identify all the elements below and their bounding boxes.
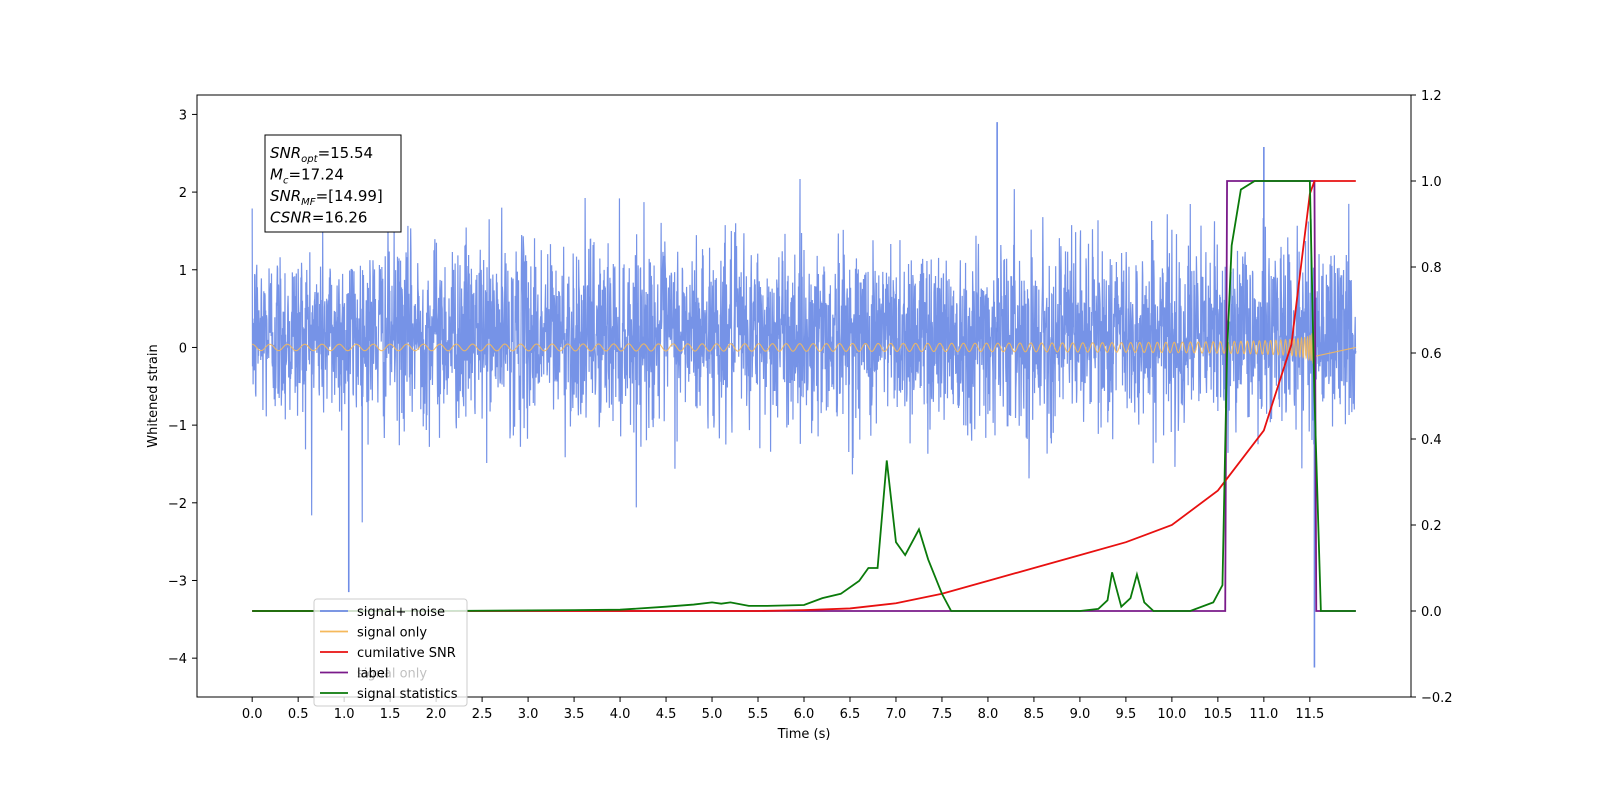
- legend-label: cumilative SNR: [357, 646, 456, 661]
- x-tick-label: 10.0: [1157, 707, 1186, 722]
- series-line-signal-statistics: [252, 180, 1356, 612]
- series-signal-only: [252, 329, 1356, 365]
- y-tick-label: 0: [179, 341, 187, 356]
- x-tick-label: 8.5: [1024, 707, 1045, 722]
- x-tick-label: 11.5: [1295, 707, 1324, 722]
- legend-entry: cumilative SNR: [320, 646, 456, 661]
- y-tick-label: 1: [179, 264, 187, 279]
- y-tick-label: 2: [179, 186, 187, 201]
- x-tick-label: 11.0: [1249, 707, 1278, 722]
- x-tick-label: 9.5: [1116, 707, 1137, 722]
- x-tick-label: 7.0: [886, 707, 907, 722]
- x-tick-label: 7.5: [932, 707, 953, 722]
- x-tick-label: 6.5: [840, 707, 861, 722]
- series-line-signal-plus-noise: [251, 178, 1357, 523]
- x-tick-label: 5.5: [748, 707, 769, 722]
- axes: 0.0 0.5 1.0 1.5 2.0 2.5 3.0 3.5 4.0 4.5 5.0 5.5 6.0 6…: [168, 89, 1453, 722]
- noise-spikes: [347, 122, 1316, 668]
- x-axis-label: Time (s): [777, 727, 831, 742]
- stat-snr-opt: SNRopt=15.54: [270, 144, 373, 165]
- legend: signal+ noise signal only cumilative SNR la…: [313, 598, 468, 707]
- x-tick-label: 4.0: [610, 707, 631, 722]
- y2-tick-label: 0.2: [1421, 519, 1442, 534]
- x-tick-label: 4.5: [656, 707, 677, 722]
- legend-entry: signal only: [320, 626, 427, 641]
- y2-tick-label: 0.6: [1421, 347, 1442, 362]
- legend-entry: label: [320, 667, 388, 682]
- legend-entry: signal+ noise: [320, 605, 445, 620]
- y-tick-label: −3: [168, 574, 187, 589]
- legend-label: signal+ noise: [357, 605, 445, 620]
- x-tick-label: 1.5: [380, 707, 401, 722]
- x-tick-label: 2.0: [426, 707, 447, 722]
- legend-obscured-text: signal only: [357, 667, 427, 682]
- series-line-cumilative-snr: [252, 180, 1356, 612]
- x-tick-label: 1.0: [334, 707, 355, 722]
- stat-chirp-mass: Mc=17.24: [270, 166, 344, 187]
- x-tick-label: 3.5: [564, 707, 585, 722]
- stat-snr-mf: SNRMF=[14.99]: [270, 187, 383, 208]
- y2-tick-label: 0.0: [1421, 605, 1442, 620]
- y2-tick-label: −0.2: [1421, 691, 1453, 706]
- x-tick-label: 9.0: [1070, 707, 1091, 722]
- x-tick-label: 6.0: [794, 707, 815, 722]
- legend-box: [313, 598, 468, 707]
- stat-csnr: CSNR=16.26: [270, 209, 367, 227]
- y-axis-label: Whitened strain: [146, 344, 161, 447]
- y-tick-label: −2: [168, 497, 187, 512]
- legend-label: signal only: [357, 626, 427, 641]
- y2-tick-label: 0.8: [1421, 261, 1442, 276]
- y-tick-label: −1: [168, 419, 187, 434]
- y2-tick-label: 1.2: [1421, 89, 1442, 104]
- series-signal-plus-noise: [251, 122, 1357, 668]
- x-tick-label: 0.0: [242, 707, 263, 722]
- y-tick-label: −4: [168, 652, 187, 667]
- legend-entry: signal statistics: [320, 687, 458, 702]
- y2-tick-label: 0.4: [1421, 433, 1442, 448]
- x-tick-label: 3.0: [518, 707, 539, 722]
- y2-tick-label: 1.0: [1421, 175, 1442, 190]
- x-tick-label: 0.5: [288, 707, 309, 722]
- series-line-signal-only: [252, 329, 1356, 365]
- x-tick-label: 10.5: [1203, 707, 1232, 722]
- x-tick-label: 2.5: [472, 707, 493, 722]
- legend-label: label: [357, 667, 388, 682]
- right-axis-series: [252, 180, 1356, 612]
- stats-box: SNRopt=15.54 Mc=17.24 SNRMF=[14.99] CSNR…: [264, 134, 402, 233]
- x-tick-label: 8.0: [978, 707, 999, 722]
- y-tick-label: 3: [179, 108, 187, 123]
- legend-label: signal statistics: [357, 687, 458, 702]
- x-tick-label: 5.0: [702, 707, 723, 722]
